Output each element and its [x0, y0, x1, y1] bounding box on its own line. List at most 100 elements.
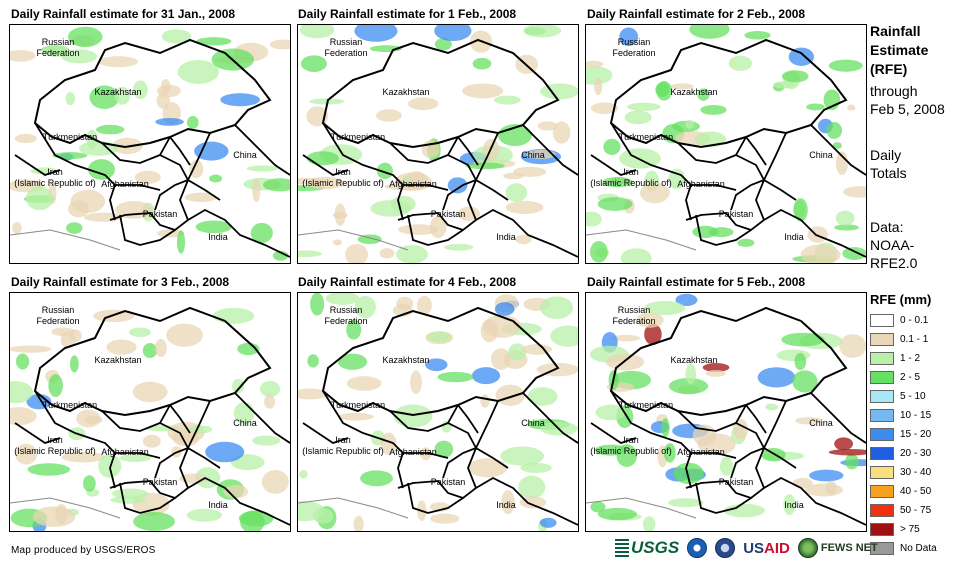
legend-item: 0.1 - 1 [870, 330, 937, 349]
legend-item: 20 - 30 [870, 444, 937, 463]
country-label: India [208, 500, 228, 510]
rainfall-patch [552, 121, 571, 144]
country-label: Kazakhstan [94, 87, 141, 97]
country-border [745, 136, 767, 166]
rainfall-patch [154, 338, 167, 358]
rainfall-patch [212, 307, 255, 324]
country-border [101, 136, 171, 164]
country-border [457, 136, 479, 166]
seal-icon [715, 538, 736, 558]
panel-title-6: Daily Rainfall estimate for 5 Feb., 2008 [587, 275, 806, 289]
rainfall-patch [184, 192, 217, 202]
rainfall-patch [642, 516, 656, 531]
rainfall-patch [161, 29, 192, 44]
usaid-logo-text: USAID [743, 540, 790, 557]
rainfall-patch [700, 104, 727, 115]
rainfall-patch [465, 162, 505, 170]
rainfall-patch [186, 115, 199, 129]
legend-item: 2 - 5 [870, 368, 937, 387]
rainfall-patch [10, 407, 37, 426]
noaa-emblem-icon [687, 538, 708, 558]
country-border [730, 422, 766, 479]
country-border [34, 122, 117, 221]
country-border [762, 400, 797, 469]
rainfall-patch [89, 85, 120, 110]
country-label: Iran [623, 167, 639, 177]
rainfall-patch [697, 88, 710, 101]
country-border [397, 179, 478, 232]
legend-swatch [870, 371, 894, 384]
rainfall-patch [176, 230, 186, 254]
rainfall-patch [129, 327, 151, 338]
rainfall-patch [663, 443, 676, 463]
rainfall-patch [468, 458, 508, 478]
rainfall-patch [719, 456, 734, 476]
country-label: Kazakhstan [670, 355, 717, 365]
legend-item: 50 - 75 [870, 501, 937, 520]
rainfall-patch [656, 81, 673, 101]
credit-text: Map produced by USGS/EROS [11, 545, 156, 556]
rainfall-patch [728, 55, 753, 71]
rainfall-patch [586, 211, 602, 227]
rainfall-patch [602, 176, 633, 188]
country-border [695, 214, 752, 246]
rainfall-patch [843, 186, 866, 198]
country-border [763, 476, 866, 526]
rainfall-patch [186, 508, 222, 522]
rainfall-patch [166, 323, 203, 347]
rainfall-patch [111, 488, 149, 499]
country-label: China [233, 418, 257, 428]
side-totals: Totals [870, 165, 907, 181]
legend-swatch [870, 390, 894, 403]
usgs-logo: USGS [615, 538, 679, 558]
rainfall-patch [480, 319, 499, 343]
rainfall-patch [310, 293, 325, 316]
rainfall-patch [10, 345, 52, 353]
noaa-logo [687, 538, 708, 558]
rainfall-patch [800, 244, 841, 263]
rainfall-patch [667, 498, 704, 508]
rainfall-patch [27, 463, 71, 476]
legend-label: 40 - 50 [900, 486, 932, 497]
rainfall-patch [839, 334, 866, 359]
rainfall-patch [590, 241, 608, 263]
country-border [522, 124, 578, 176]
neighbor-border [10, 229, 121, 251]
country-label: (Islamic Republic of) [590, 446, 672, 456]
rainfall-patch [505, 200, 544, 214]
rainfall-patch [792, 370, 818, 393]
rainfall-patch [325, 293, 360, 305]
country-label: China [233, 150, 257, 160]
rainfall-patch [397, 224, 439, 235]
country-border [403, 184, 449, 191]
map-panel-3: Russian Federation Kazakhstan Turkmenistan C… [585, 24, 867, 264]
legend-label: 0 - 0.1 [900, 315, 929, 326]
rainfall-patch [832, 142, 842, 149]
country-label: China [521, 418, 545, 428]
rainfall-patch [69, 355, 79, 373]
fews-logo-text: FEWS NET [820, 542, 878, 554]
side-daily: Daily [870, 147, 902, 163]
rainfall-patch [513, 166, 547, 177]
rainfall-patch [142, 434, 161, 448]
country-label: Kazakhstan [670, 87, 717, 97]
country-label: Pakistan [143, 477, 178, 487]
rainfall-patch [500, 446, 545, 466]
rainfall-patch [32, 506, 76, 528]
rainfall-patch [346, 376, 382, 391]
rainfall-patch [65, 91, 76, 106]
country-border [154, 422, 190, 479]
rainfall-patch [337, 412, 374, 421]
country-label: India [784, 500, 804, 510]
country-label: Federation [36, 48, 79, 58]
country-label: Pakistan [719, 477, 754, 487]
panel-title-3: Daily Rainfall estimate for 2 Feb., 2008 [587, 7, 806, 21]
rainfall-patch [723, 503, 766, 518]
rainfall-patch [119, 454, 152, 462]
rainfall-patch [692, 225, 719, 238]
usaid-aid: AID [764, 539, 790, 557]
rainfall-patch [705, 369, 726, 377]
rainfall-patch [220, 93, 261, 107]
rainfall-patch [15, 443, 38, 465]
